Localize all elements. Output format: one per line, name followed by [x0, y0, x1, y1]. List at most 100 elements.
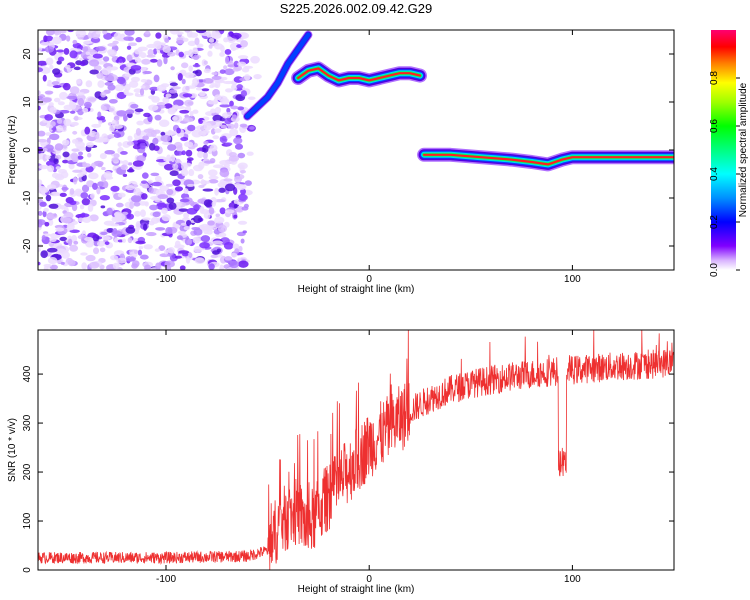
- noise-speckle: [152, 137, 159, 145]
- noise-speckle: [49, 121, 56, 127]
- noise-speckle: [73, 177, 78, 185]
- snr-axes: -100 0 100 0 100 200 300 400: [22, 330, 674, 585]
- noise-speckle: [106, 66, 113, 71]
- noise-speckle: [107, 134, 115, 139]
- noise-speckle: [62, 82, 71, 91]
- noise-speckle: [160, 131, 166, 136]
- noise-speckle: [38, 67, 44, 73]
- noise-speckle: [140, 78, 148, 83]
- noise-speckle: [243, 74, 251, 81]
- noise-speckle: [235, 183, 247, 191]
- noise-speckle: [47, 184, 57, 190]
- noise-speckle: [233, 203, 238, 209]
- noise-speckle: [141, 172, 149, 179]
- noise-speckle: [136, 120, 145, 126]
- noise-speckle: [74, 141, 85, 148]
- noise-speckle: [180, 136, 189, 142]
- noise-speckle: [49, 106, 57, 114]
- noise-speckle: [67, 238, 73, 247]
- noise-speckle: [97, 181, 105, 187]
- noise-speckle: [223, 178, 233, 182]
- noise-speckle: [70, 121, 79, 127]
- noise-speckle: [93, 247, 100, 255]
- noise-speckle: [46, 247, 58, 253]
- noise-speckle: [103, 181, 109, 189]
- spectrogram-ylabel: Frequency (Hz): [7, 116, 18, 185]
- noise-speckle: [137, 139, 146, 144]
- noise-speckle: [226, 107, 231, 113]
- noise-speckle: [61, 217, 72, 224]
- noise-speckle: [82, 216, 92, 223]
- noise-speckle: [67, 30, 74, 33]
- noise-speckle: [133, 201, 141, 207]
- noise-speckle: [164, 260, 176, 268]
- noise-speckle: [53, 97, 61, 103]
- noise-speckle: [206, 31, 212, 38]
- noise-speckle: [69, 86, 80, 95]
- noise-speckle: [152, 129, 161, 134]
- noise-speckle: [192, 236, 201, 244]
- noise-speckle: [197, 174, 204, 180]
- noise-speckle: [224, 209, 235, 214]
- noise-speckle: [199, 242, 210, 249]
- noise-speckle: [219, 264, 224, 270]
- noise-speckle: [211, 71, 218, 76]
- noise-speckle: [81, 184, 90, 193]
- noise-speckle: [113, 153, 120, 159]
- snr-frame: [37, 329, 675, 571]
- noise-speckle: [38, 146, 43, 153]
- noise-speckle: [125, 226, 136, 234]
- noise-speckle: [69, 110, 76, 114]
- noise-speckle: [93, 65, 102, 71]
- x-tick-label: -100: [156, 574, 176, 585]
- noise-speckle: [181, 168, 189, 177]
- noise-speckle: [224, 142, 233, 146]
- track-upper-layer: [296, 67, 422, 82]
- noise-speckle: [212, 135, 220, 140]
- noise-speckle: [169, 170, 179, 177]
- noise-speckle: [59, 236, 68, 242]
- noise-speckle: [162, 45, 171, 53]
- noise-speckle: [181, 150, 186, 156]
- noise-speckle: [135, 240, 146, 245]
- noise-speckle: [235, 205, 244, 213]
- noise-speckle: [140, 180, 148, 184]
- noise-speckle: [59, 91, 68, 100]
- noise-speckle: [156, 84, 167, 92]
- noise-speckle: [165, 226, 173, 235]
- noise-speckle: [123, 115, 128, 122]
- noise-speckle: [192, 64, 201, 68]
- noise-speckle: [135, 127, 142, 136]
- noise-speckle: [231, 84, 238, 91]
- noise-speckle: [185, 220, 192, 226]
- noise-speckle: [48, 125, 54, 132]
- noise-speckle: [69, 200, 77, 206]
- colorbar-tick-label: 0.0: [709, 263, 720, 277]
- noise-speckle: [128, 167, 134, 173]
- noise-speckle: [99, 137, 110, 143]
- noise-speckle: [155, 227, 166, 231]
- noise-speckle: [249, 126, 255, 130]
- noise-speckle: [63, 47, 70, 55]
- snr-panel: -100 0 100 0 100 200 300 400 Height of straight…: [7, 329, 675, 595]
- noise-speckle: [94, 91, 103, 99]
- noise-speckle: [219, 69, 226, 74]
- noise-speckle: [48, 203, 59, 209]
- noise-speckle: [63, 118, 72, 127]
- noise-speckle: [85, 166, 94, 173]
- noise-speckle: [107, 84, 116, 91]
- noise-speckle: [177, 230, 186, 235]
- noise-speckle: [214, 128, 222, 133]
- noise-speckle: [97, 111, 102, 118]
- noise-speckle: [130, 103, 139, 109]
- noise-speckle: [112, 262, 120, 270]
- noise-speckle: [99, 152, 107, 160]
- noise-speckle: [94, 131, 100, 140]
- colorbar: 0.0 0.2 0.4 0.6 0.8 Normalized spectral ampl…: [709, 30, 749, 277]
- noise-speckle: [96, 186, 101, 195]
- noise-speckle: [130, 64, 142, 71]
- noise-speckle: [174, 255, 183, 259]
- noise-speckle: [228, 155, 240, 162]
- noise-speckle: [221, 135, 227, 141]
- noise-speckle: [104, 241, 110, 246]
